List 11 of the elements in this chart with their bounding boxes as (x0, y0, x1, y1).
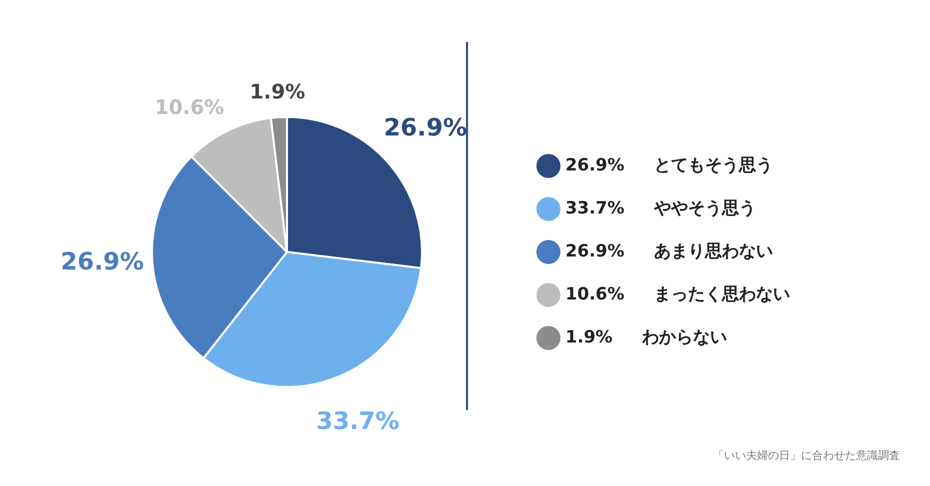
legend-label: 26.9% あまり思わない (565, 241, 774, 262)
legend-label: 26.9% とてもそう思う (565, 155, 774, 176)
legend-label: 10.6% まったく思わない (565, 284, 790, 304)
data-label: 26.9% (60, 247, 144, 276)
legend-label: 33.7% ややそう思う (565, 198, 756, 218)
data-label: 1.9% (250, 79, 306, 104)
legend-label: 1.9% わからない (565, 327, 728, 348)
data-label: 26.9% (384, 113, 467, 142)
data-label: 10.6% (154, 95, 224, 120)
text: 「いい夫婦の日」に合わせた意識調査 (713, 448, 900, 463)
data-label: 33.7% (316, 407, 400, 436)
